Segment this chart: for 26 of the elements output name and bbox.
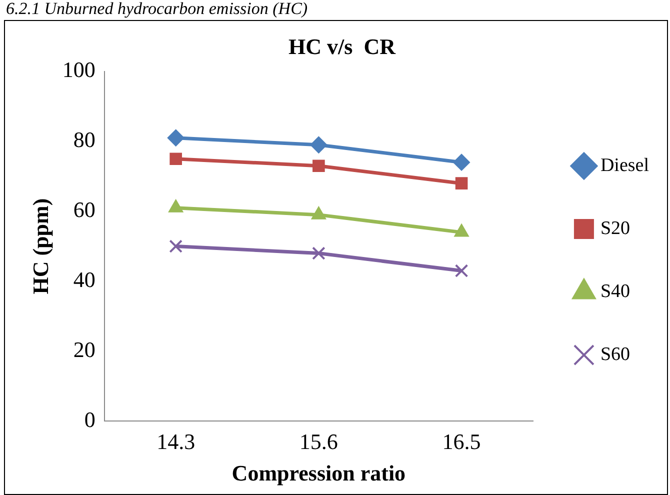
text: 6.2.1 Unburned hydrocarbon emission (HC) <box>5 0 309 20</box>
y-tick-label: 40 <box>73 267 96 292</box>
y-tick-label: 20 <box>73 337 96 362</box>
x-tick-label: 14.3 <box>156 429 196 454</box>
legend-label: S40 <box>600 280 630 302</box>
point <box>455 177 468 190</box>
point <box>312 246 326 260</box>
point <box>170 152 182 166</box>
point <box>454 264 468 278</box>
legend-label: S20 <box>600 218 630 239</box>
point <box>169 240 182 253</box>
chart-title: HC v/s CR <box>288 34 397 59</box>
y-tick-label: 0 <box>84 406 96 432</box>
legend-label: Diesel <box>600 154 650 176</box>
x-axis-title: Compression ratio <box>232 460 406 486</box>
point <box>312 160 325 172</box>
point <box>453 154 470 171</box>
y-axis-title: HC (ppm) <box>28 198 53 294</box>
y-tick-label: 80 <box>73 127 96 152</box>
y-tick-label: 60 <box>73 197 96 222</box>
x-tick-label: 15.6 <box>299 429 338 454</box>
legend-label: S60 <box>600 344 630 365</box>
point <box>310 136 328 154</box>
y-tick-label: 100 <box>62 57 96 82</box>
x-tick-label: 16.5 <box>442 429 481 454</box>
point <box>167 129 184 146</box>
